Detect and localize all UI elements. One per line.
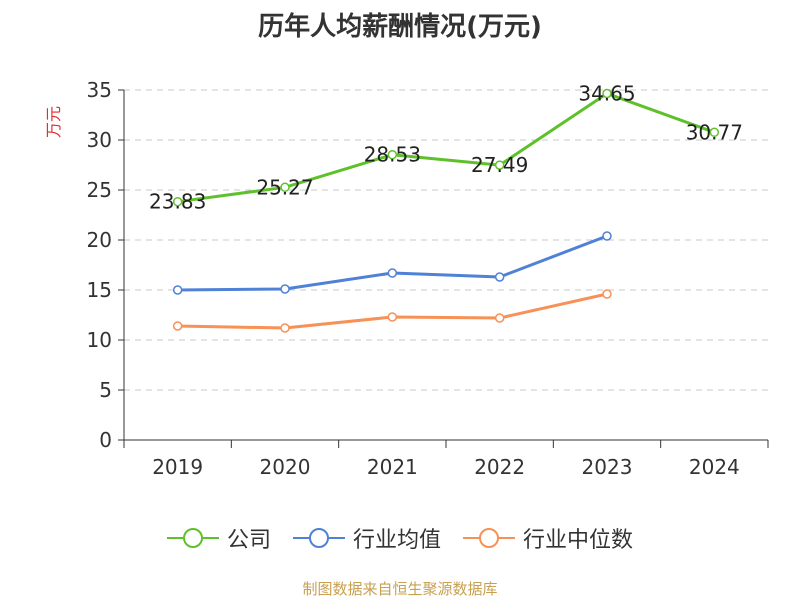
data-label: 28.53 <box>364 143 421 167</box>
legend-item-industry-mean[interactable]: 行业均值 <box>292 522 441 554</box>
data-label: 34.65 <box>578 82 635 106</box>
data-label: 23.83 <box>149 190 206 214</box>
data-point <box>172 196 183 207</box>
data-point <box>602 231 612 241</box>
y-tick-label: 0 <box>99 428 112 452</box>
x-tick-label: 2022 <box>474 455 525 479</box>
x-tick-label: 2019 <box>152 455 203 479</box>
x-tick-label: 2020 <box>260 455 311 479</box>
data-label: 25.27 <box>256 175 313 199</box>
data-point <box>494 272 505 282</box>
legend: 公司 行业均值 行业中位数 <box>0 522 800 554</box>
chart-title: 历年人均薪酬情况(万元) <box>258 12 542 42</box>
data-source-note: 制图数据来自恒生聚源数据库 <box>302 580 498 598</box>
legend-label: 行业中位数 <box>523 528 634 553</box>
data-labels: 23.83 25.27 28.53 27.49 34.65 30.77 <box>149 82 743 214</box>
data-point <box>602 88 612 99</box>
data-point <box>280 284 290 294</box>
x-tick-label: 2024 <box>689 455 740 479</box>
y-tick-label: 5 <box>99 378 112 402</box>
data-point <box>280 323 290 333</box>
series-line-1 <box>177 234 608 292</box>
data-point <box>387 149 398 160</box>
data-point <box>172 285 183 295</box>
data-point <box>172 321 183 331</box>
data-point <box>709 127 720 138</box>
y-tick-label: 35 <box>87 78 112 102</box>
data-point <box>494 313 505 323</box>
data-label: 30.77 <box>686 120 743 144</box>
legend-line-marker-icon <box>292 528 345 548</box>
y-tick-label: 10 <box>87 328 112 352</box>
legend-line-marker-icon <box>463 528 515 548</box>
legend-line-marker-icon <box>166 528 219 548</box>
legend-label: 行业均值 <box>352 528 441 553</box>
y-tick-label: 30 <box>87 128 112 152</box>
legend-item-industry-median[interactable]: 行业中位数 <box>463 522 633 554</box>
y-tick-label: 15 <box>87 278 112 302</box>
axes: 0 5 10 15 20 25 30 35 2019 2020 2021 2022 2023 2024 <box>87 78 769 479</box>
grid-lines <box>124 89 768 391</box>
legend-label: 公司 <box>226 528 271 553</box>
data-point <box>280 182 290 193</box>
series-group <box>172 88 720 333</box>
y-tick-label: 25 <box>87 178 112 202</box>
x-tick-label: 2023 <box>582 455 633 479</box>
y-tick-label: 20 <box>87 228 112 252</box>
x-tick-label: 2021 <box>367 455 418 479</box>
data-point <box>602 289 612 299</box>
data-point <box>387 312 398 322</box>
series-line-0 <box>177 92 715 204</box>
data-label: 27.49 <box>471 153 528 177</box>
series-line-2 <box>177 292 608 330</box>
data-point <box>494 160 505 170</box>
legend-item-company[interactable]: 公司 <box>166 522 271 554</box>
data-point <box>387 268 398 278</box>
